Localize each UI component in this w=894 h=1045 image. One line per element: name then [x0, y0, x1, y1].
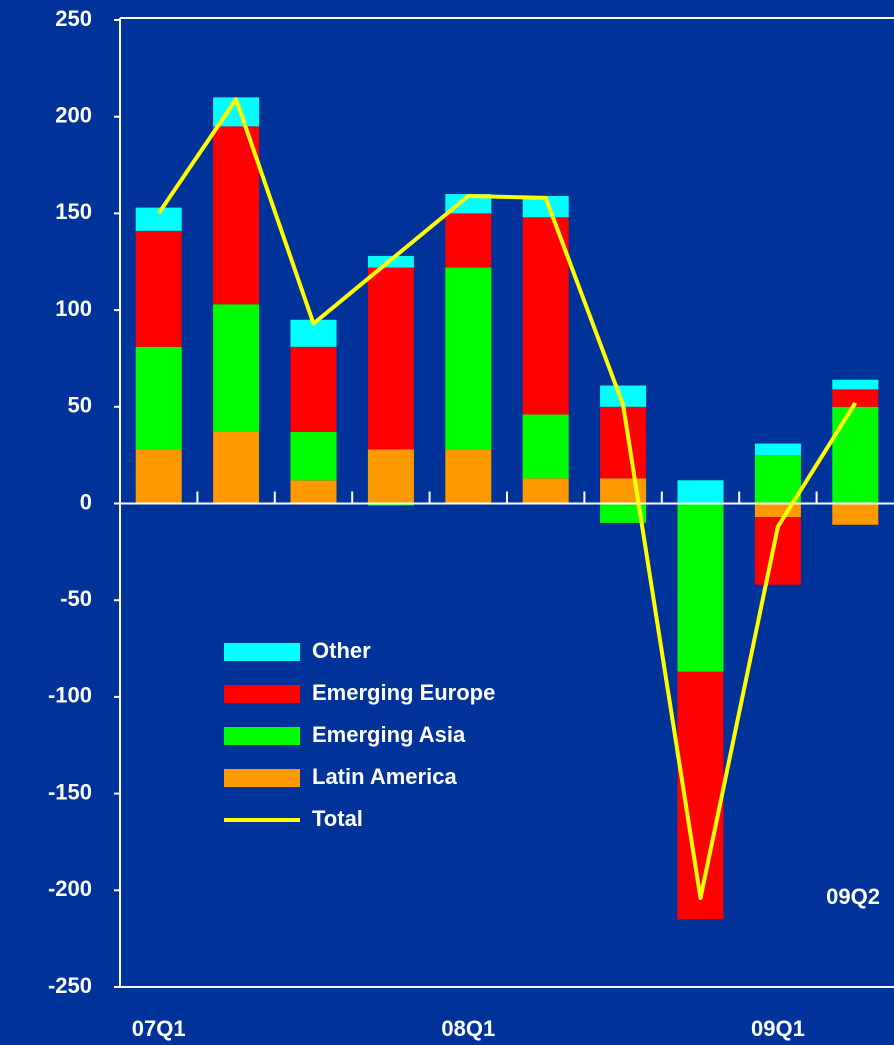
- y-tick-label: 250: [55, 6, 92, 31]
- bar-segment: [445, 194, 492, 214]
- y-tick-label: -100: [48, 683, 92, 708]
- bar-segment: [522, 195, 569, 218]
- bar-segment: [290, 431, 337, 481]
- bar-segment: [754, 455, 801, 504]
- y-tick-label: -200: [48, 876, 92, 901]
- bar-segment: [832, 379, 879, 390]
- y-tick-label: 100: [55, 296, 92, 321]
- bar-segment: [290, 346, 337, 432]
- bar-segment: [522, 217, 569, 415]
- x-tick-label: 07Q1: [132, 1016, 186, 1041]
- legend-swatch: [224, 727, 300, 745]
- bar-segment: [445, 267, 492, 450]
- legend-label: Emerging Europe: [312, 680, 495, 705]
- y-tick-label: 50: [68, 393, 92, 418]
- legend-label: Latin America: [312, 764, 457, 789]
- bar-segment: [522, 414, 569, 479]
- x-tick-label: 09Q1: [751, 1016, 805, 1041]
- bar-segment: [445, 213, 492, 268]
- bar-segment: [445, 449, 492, 504]
- legend-swatch: [224, 685, 300, 703]
- bar-segment: [677, 503, 724, 672]
- total-line: [157, 97, 857, 901]
- y-tick-label: -50: [60, 586, 92, 611]
- bar-segment: [290, 480, 337, 504]
- bar-segment: [600, 385, 647, 407]
- bar-segment: [213, 304, 260, 432]
- bar-segment: [135, 449, 182, 504]
- y-tick-label: 0: [80, 489, 92, 514]
- bar-segment: [832, 503, 879, 525]
- bar-segment: [832, 389, 879, 407]
- bar-segment: [754, 503, 801, 518]
- legend-swatch: [224, 643, 300, 661]
- y-tick-label: -250: [48, 973, 92, 998]
- bar-segment: [367, 449, 414, 504]
- bar-segment: [600, 503, 647, 523]
- legend-label: Other: [312, 638, 371, 663]
- bar-segment: [754, 443, 801, 456]
- bar-segment: [677, 480, 724, 504]
- y-tick-label: -150: [48, 779, 92, 804]
- bar-segment: [367, 267, 414, 450]
- bar-segment: [135, 346, 182, 450]
- bar-segment: [600, 406, 647, 479]
- legend-label: Emerging Asia: [312, 722, 466, 747]
- bar-segment: [832, 406, 879, 504]
- bar-segment: [522, 478, 569, 504]
- bar-segment: [213, 431, 260, 504]
- bar-segment: [213, 126, 260, 305]
- annotation: 09Q2: [826, 884, 880, 909]
- legend-swatch: [224, 769, 300, 787]
- y-tick-label: 200: [55, 103, 92, 128]
- x-tick-label: 08Q1: [441, 1016, 495, 1041]
- y-tick-label: 150: [55, 199, 92, 224]
- bar-segment: [135, 230, 182, 347]
- legend-label: Total: [312, 806, 363, 831]
- bar-segment: [135, 207, 182, 231]
